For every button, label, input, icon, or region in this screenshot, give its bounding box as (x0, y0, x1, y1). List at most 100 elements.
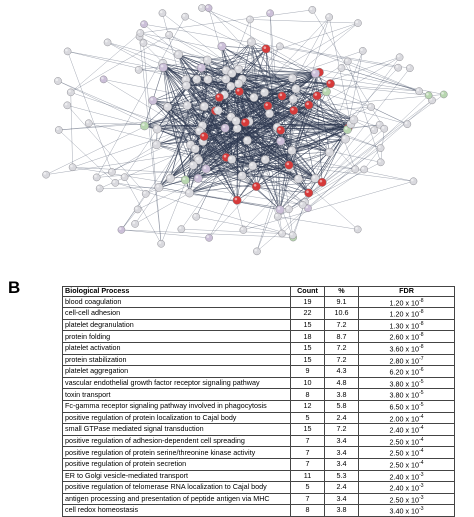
protein-node (227, 82, 235, 90)
node-highlight (245, 138, 248, 141)
node-highlight (320, 180, 323, 183)
node-highlight (313, 176, 316, 179)
table-row: positive regulation of protein secretion… (63, 458, 455, 470)
table-row: positive regulation of protein localizat… (63, 412, 455, 424)
node-highlight (243, 120, 246, 123)
fdr-exponent: -8 (419, 344, 423, 350)
fdr-times-ten: x 10 (403, 449, 419, 458)
count-cell: 10 (291, 377, 325, 389)
node-highlight (119, 227, 122, 230)
process-cell: small GTPase mediated signal transductio… (63, 424, 291, 436)
node-highlight (185, 103, 188, 106)
protein-interaction-network (0, 0, 474, 262)
node-highlight (205, 77, 208, 80)
fdr-times-ten: x 10 (403, 356, 419, 365)
node-highlight (254, 249, 257, 252)
percent-cell: 7.2 (325, 354, 359, 366)
protein-node (276, 126, 284, 134)
node-highlight (397, 55, 400, 58)
node-highlight (345, 127, 348, 130)
table-row: antigen processing and presentation of p… (63, 493, 455, 505)
node-highlight (355, 21, 358, 24)
fdr-exponent: -3 (419, 506, 423, 512)
node-highlight (167, 32, 170, 35)
protein-node (159, 10, 166, 17)
node-highlight (280, 94, 283, 97)
process-cell: positive regulation of protein serine/th… (63, 447, 291, 459)
fdr-mantissa: 1.20 (389, 310, 403, 319)
protein-node (235, 87, 243, 95)
protein-node (140, 39, 147, 46)
protein-node (233, 196, 241, 204)
protein-node (288, 74, 296, 82)
fdr-times-ten: x 10 (403, 298, 419, 307)
fdr-mantissa: 2.40 (389, 483, 403, 492)
node-highlight (197, 129, 200, 132)
node-highlight (328, 81, 331, 84)
fdr-mantissa: 2.80 (389, 356, 403, 365)
node-highlight (176, 52, 179, 55)
protein-node (228, 155, 236, 163)
network-edge (71, 35, 169, 93)
fdr-exponent: -4 (419, 425, 423, 431)
node-highlight (229, 157, 232, 160)
protein-node (359, 47, 366, 54)
fdr-exponent: -8 (419, 321, 423, 327)
protein-node (290, 106, 298, 114)
fdr-cell: 2.50 x 10-3 (359, 493, 455, 505)
process-cell: Fc-gamma receptor signaling pathway invo… (63, 400, 291, 412)
percent-cell: 3.8 (325, 389, 359, 401)
protein-node (377, 144, 384, 151)
node-highlight (362, 167, 365, 170)
protein-node (344, 58, 351, 65)
node-highlight (56, 127, 59, 130)
node-highlight (101, 77, 104, 80)
fdr-exponent: -5 (419, 402, 423, 408)
table-row: positive regulation of adhesion-dependen… (63, 435, 455, 447)
protein-node (326, 79, 334, 87)
node-highlight (240, 173, 243, 176)
node-highlight (204, 166, 207, 169)
protein-node (153, 125, 161, 133)
protein-node (248, 162, 256, 170)
protein-node (238, 172, 246, 180)
fdr-times-ten: x 10 (403, 495, 419, 504)
header-fdr: FDR (359, 287, 455, 297)
percent-cell: 7.2 (325, 342, 359, 354)
protein-node (131, 220, 138, 227)
node-highlight (206, 6, 209, 9)
protein-node (222, 75, 230, 83)
percent-cell: 4.8 (325, 377, 359, 389)
node-highlight (300, 202, 303, 205)
fdr-cell: 3.80 x 10-5 (359, 377, 455, 389)
protein-node (183, 101, 191, 109)
node-highlight (184, 83, 187, 86)
protein-node (140, 122, 148, 130)
protein-node (318, 178, 326, 186)
fdr-times-ten: x 10 (403, 368, 419, 377)
fdr-exponent: -8 (419, 298, 423, 304)
protein-node (118, 226, 125, 233)
protein-node (267, 10, 274, 17)
fdr-mantissa: 3.40 (389, 507, 403, 516)
node-highlight (155, 126, 158, 129)
process-cell: ER to Golgi vesicle-mediated transport (63, 470, 291, 482)
node-highlight (327, 150, 330, 153)
count-cell: 15 (291, 354, 325, 366)
node-highlight (44, 172, 47, 175)
protein-node (264, 102, 272, 110)
process-cell: positive regulation of protein secretion (63, 458, 291, 470)
fdr-cell: 2.00 x 10-4 (359, 412, 455, 424)
fdr-exponent: -4 (419, 437, 423, 443)
protein-node (294, 175, 302, 183)
node-highlight (202, 104, 205, 107)
percent-cell: 3.4 (325, 493, 359, 505)
node-highlight (405, 122, 408, 125)
node-highlight (278, 128, 281, 131)
protein-node (140, 21, 147, 28)
process-cell: positive regulation of telomerase RNA lo… (63, 482, 291, 494)
node-highlight (382, 126, 385, 129)
